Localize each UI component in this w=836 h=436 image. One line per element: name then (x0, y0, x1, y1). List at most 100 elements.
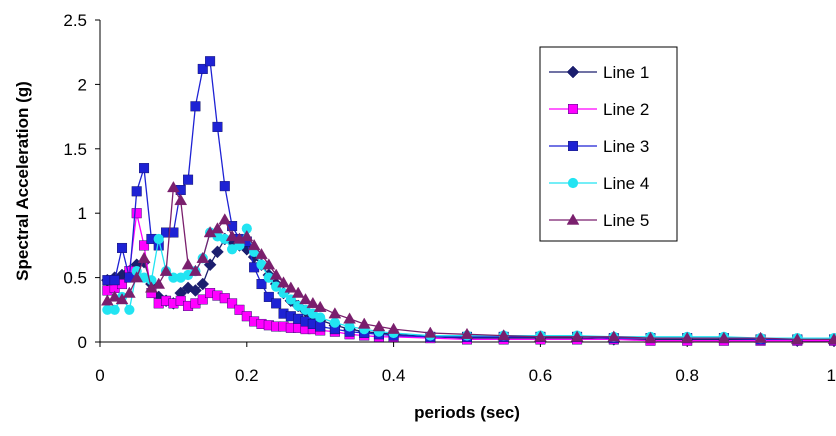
data-point (306, 296, 320, 309)
data-point (205, 56, 216, 67)
data-point (212, 121, 223, 132)
data-point (219, 293, 230, 304)
data-point (263, 291, 274, 302)
data-point (262, 258, 276, 270)
data-point (131, 186, 142, 197)
legend-item: Line 4 (549, 174, 649, 193)
data-point (175, 295, 186, 306)
legend-item: Line 3 (549, 137, 649, 156)
legend-box (539, 46, 678, 242)
data-point (153, 233, 164, 245)
data-point (102, 304, 113, 315)
series-line (107, 226, 834, 339)
data-point (196, 251, 210, 263)
data-point (284, 281, 298, 293)
data-point (181, 258, 195, 270)
y-tick-label: 2.5 (63, 11, 87, 30)
data-point (137, 251, 151, 263)
data-point (313, 300, 327, 312)
data-point (343, 312, 356, 324)
data-point (357, 317, 371, 329)
data-point (123, 286, 136, 298)
data-point (183, 174, 194, 185)
legend-label: Line 4 (603, 174, 649, 193)
series-line (106, 185, 834, 341)
x-tick-label: 0 (95, 366, 104, 385)
data-point (197, 63, 208, 74)
data-point (139, 163, 150, 174)
data-point (109, 304, 120, 315)
data-point (271, 281, 282, 292)
x-tick-label: 0.8 (675, 366, 699, 385)
legend-label: Line 5 (603, 211, 649, 230)
data-point (211, 245, 224, 259)
legend-label: Line 2 (603, 100, 649, 119)
legend-item: Line 5 (549, 211, 649, 230)
data-point (263, 272, 274, 283)
y-tick-label: 0 (78, 333, 87, 352)
data-point (117, 242, 128, 253)
legend-item: Line 1 (549, 63, 649, 82)
y-tick-label: 1 (78, 204, 87, 223)
series-4 (102, 223, 836, 344)
data-point (717, 331, 731, 343)
plot-area: 0 0.5 1 1.5 2 2.5 0 0.2 0.4 0.6 0.8 1 (63, 11, 836, 385)
data-point (219, 233, 230, 245)
data-point (680, 331, 694, 343)
data-point (168, 227, 179, 238)
data-point (139, 240, 150, 251)
data-point (497, 329, 511, 341)
data-point (754, 331, 767, 343)
y-ticks: 0 0.5 1 1.5 2 2.5 (63, 11, 100, 352)
data-point (291, 286, 305, 298)
data-point (190, 101, 201, 112)
legend-label: Line 3 (603, 137, 649, 156)
data-point (827, 333, 836, 345)
x-tick-label: 0.4 (382, 366, 406, 385)
legend-marker (568, 103, 579, 114)
data-point (124, 304, 135, 315)
y-tick-label: 2 (78, 75, 87, 94)
data-point (256, 279, 267, 290)
data-point (534, 330, 547, 342)
data-point (328, 307, 342, 319)
data-point (167, 181, 180, 193)
data-point (197, 294, 208, 305)
data-point (271, 298, 282, 309)
data-point (218, 213, 232, 225)
data-point (255, 248, 268, 260)
data-point (152, 277, 166, 289)
legend-label: Line 1 (603, 63, 649, 82)
data-point (131, 208, 142, 219)
legend: Line 1 Line 2 Line 3 Line 4 Line 5 (539, 46, 678, 242)
data-point (174, 193, 188, 206)
legend-marker (567, 177, 579, 189)
data-point (109, 275, 120, 286)
data-point (196, 277, 210, 291)
data-point (225, 229, 239, 242)
x-tick-label: 0.6 (529, 366, 553, 385)
data-point (460, 327, 474, 339)
data-point (115, 293, 129, 305)
data-point (131, 266, 142, 277)
data-point (315, 312, 326, 323)
data-point (159, 264, 173, 276)
data-point (299, 293, 312, 305)
x-ticks: 0 0.2 0.4 0.6 0.8 1 (95, 342, 836, 385)
data-point (234, 304, 245, 315)
legend-item: Line 2 (549, 100, 649, 119)
y-axis-title: Spectral Acceleration (g) (13, 81, 32, 281)
data-point (247, 238, 261, 251)
y-tick-label: 0.5 (63, 269, 87, 288)
y-tick-label: 1.5 (63, 140, 87, 159)
data-point (329, 317, 340, 328)
series-3 (102, 56, 836, 345)
data-point (130, 271, 144, 283)
data-point (372, 320, 386, 332)
legend-items: Line 1 Line 2 Line 3 Line 4 Line 5 (549, 63, 649, 230)
series-layer (100, 56, 836, 348)
data-point (387, 322, 400, 334)
data-point (423, 326, 437, 338)
data-point (277, 276, 290, 288)
